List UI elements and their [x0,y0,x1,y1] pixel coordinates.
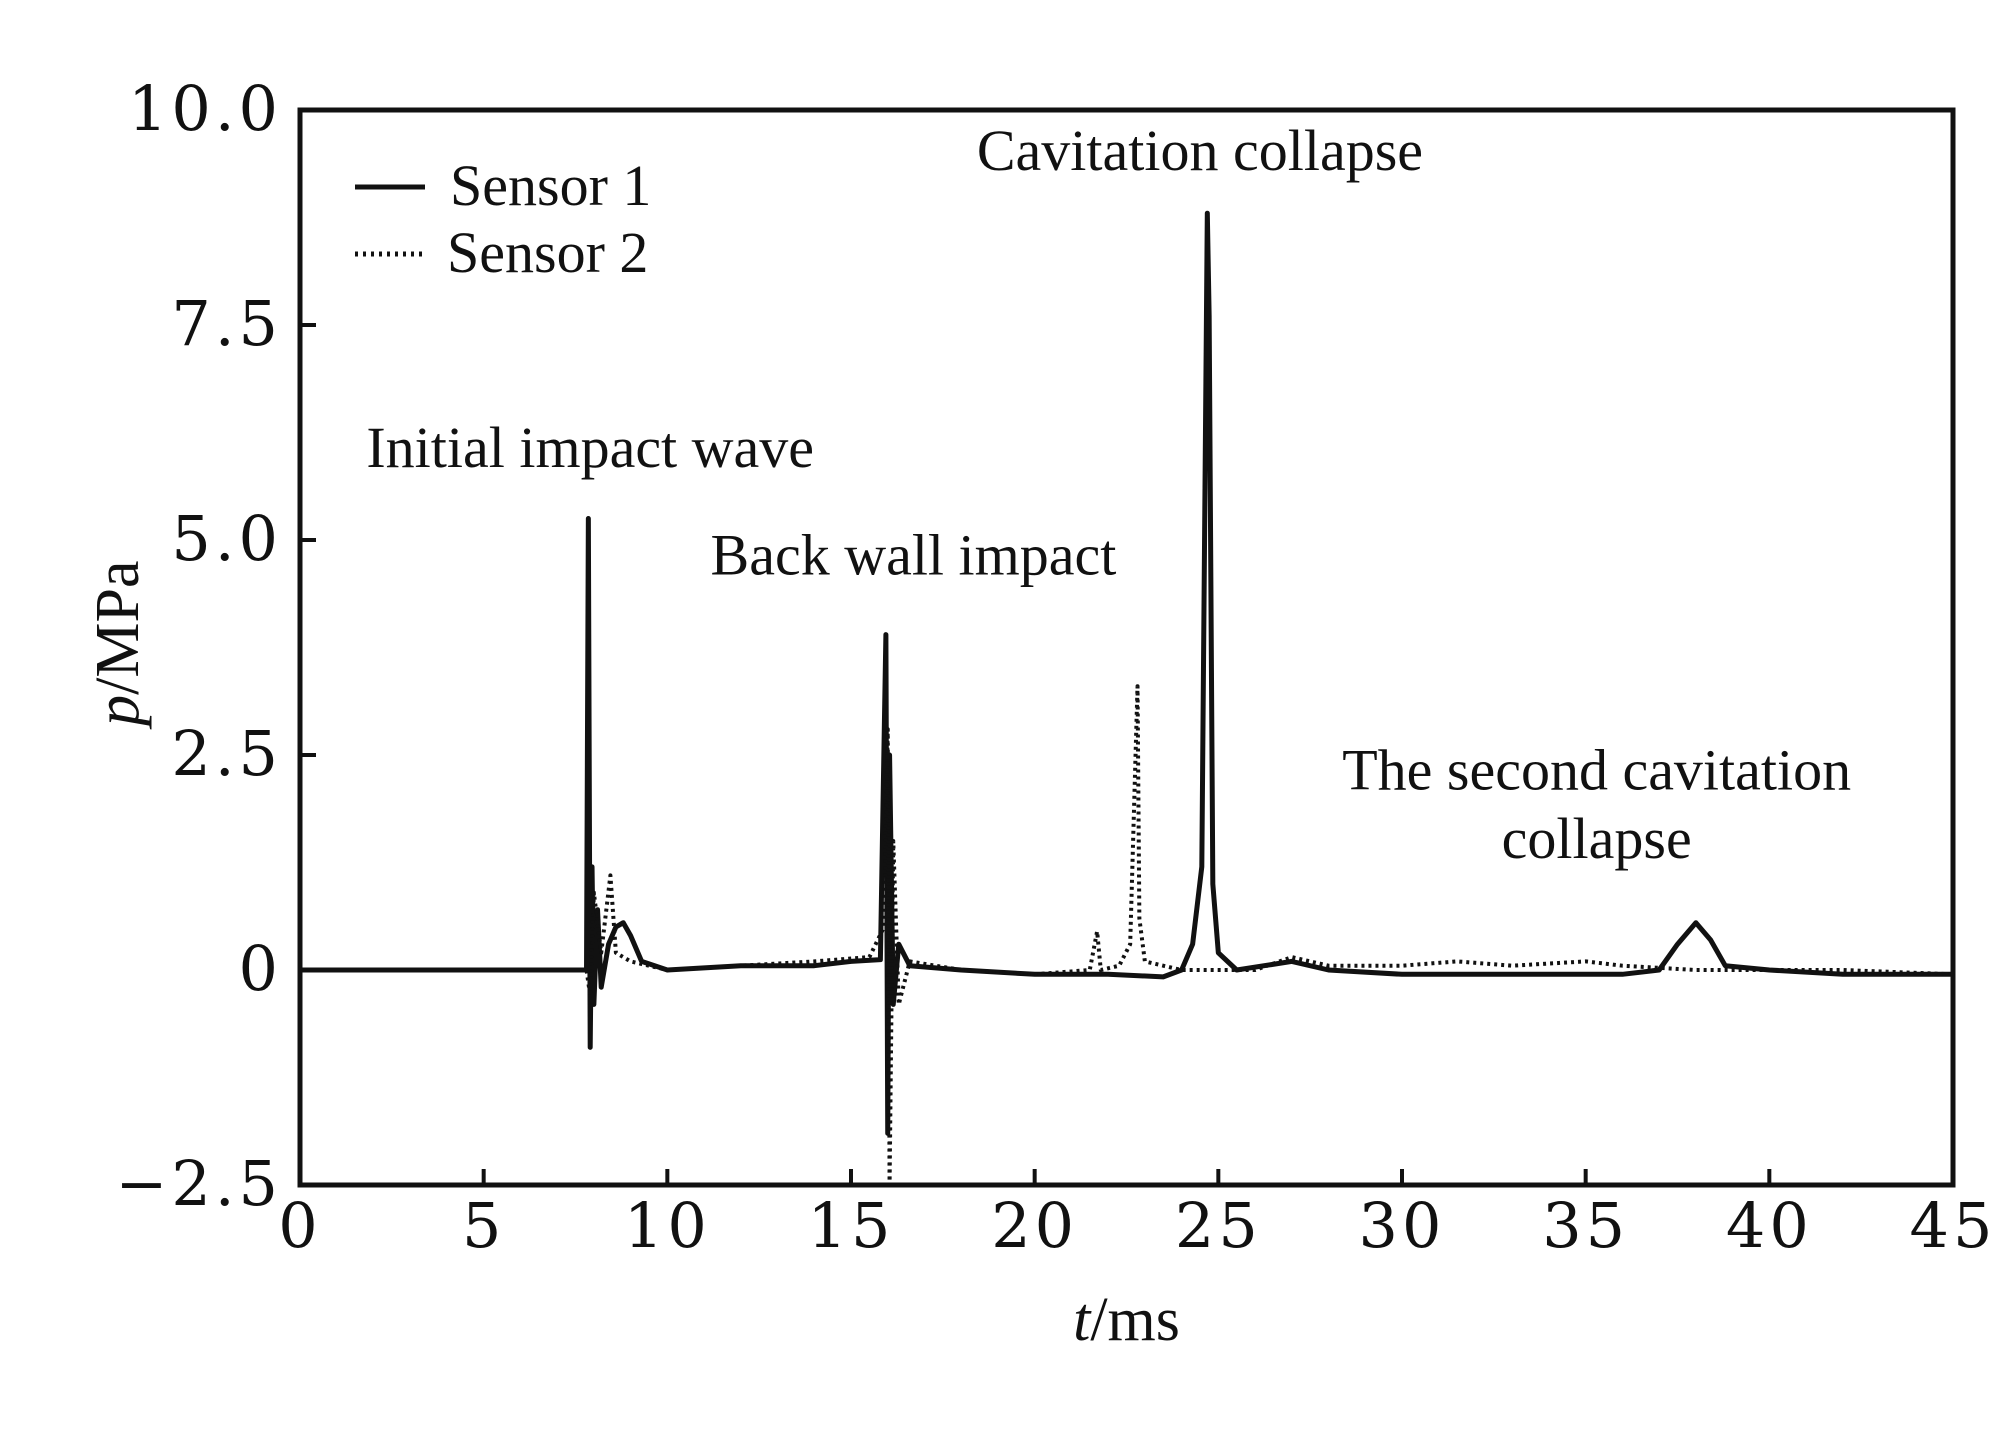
legend-label-sensor-1: Sensor 1 [450,153,651,218]
annotations-layer: Initial impact wave Back wall impact Cavit… [366,118,1851,871]
series-line-sensor-1 [300,210,1953,1136]
y-axis-label: p/MPa [84,561,152,730]
x-tick-label: 25 [1175,1189,1262,1262]
chart-annotation: Initial impact wave [366,415,814,480]
legend-label-sensor-2: Sensor 2 [447,220,648,285]
x-tick-label: 10 [624,1189,711,1262]
x-tick-label: 15 [808,1189,895,1262]
x-axis-unit: /ms [1090,1286,1180,1354]
chart-annotation: Cavitation collapse [977,118,1423,183]
chart-annotation: The second cavitation [1342,737,1851,802]
series-line-sensor-2 [300,684,1954,1187]
plot-frame [297,107,1956,1188]
x-axis-variable: t [1073,1286,1092,1354]
y-axis-variable: p [84,695,152,730]
x-tick-label: 35 [1542,1189,1629,1262]
ticks-layer: 0 5 10 15 20 25 30 35 40 45−2.502.55.07.510.0 [115,72,1997,1262]
y-tick-label: 7.5 [171,287,282,360]
y-tick-label: 0 [239,932,282,1005]
x-axis-label: t/ms [1073,1286,1180,1354]
chart-annotation: Back wall impact [711,522,1117,587]
legend: Sensor 1 Sensor 2 [355,153,651,285]
series-layer [300,210,1954,1187]
y-tick-label: −2.5 [115,1147,282,1220]
y-tick-label: 2.5 [171,717,282,790]
x-tick-label: 5 [462,1189,505,1262]
x-tick-label: 45 [1910,1189,1997,1262]
x-tick-label: 30 [1359,1189,1446,1262]
y-tick-label: 5.0 [171,502,282,575]
y-tick-label: 10.0 [128,72,282,145]
x-tick-label: 20 [991,1189,1078,1262]
chart-annotation: collapse [1502,806,1692,871]
y-axis-unit: /MPa [84,561,152,695]
x-tick-label: 40 [1726,1189,1813,1262]
x-tick-label: 0 [278,1189,321,1262]
